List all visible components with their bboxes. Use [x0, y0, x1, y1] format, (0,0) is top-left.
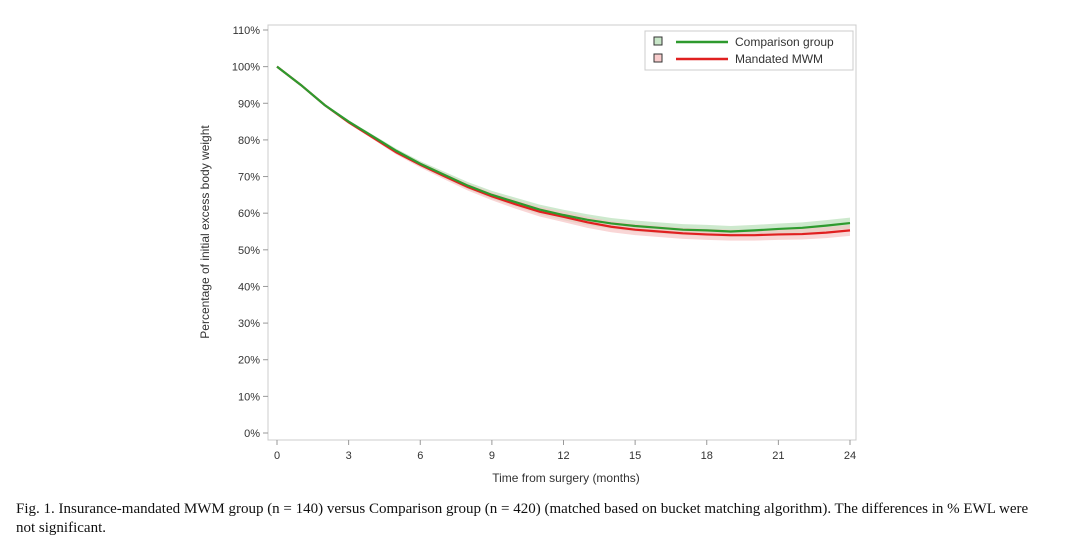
- x-tick-label: 0: [274, 450, 280, 462]
- y-tick-label: 100%: [232, 62, 260, 74]
- legend-swatch-mandated: [653, 53, 663, 63]
- y-tick-label: 90%: [238, 98, 260, 110]
- x-tick-label: 24: [844, 450, 856, 462]
- x-tick-label: 3: [346, 450, 352, 462]
- y-tick-label: 40%: [238, 281, 260, 293]
- x-tick-label: 21: [772, 450, 784, 462]
- y-tick-label: 110%: [233, 25, 261, 37]
- figure-caption: Fig. 1. Insurance-mandated MWM group (n …: [16, 501, 1029, 536]
- x-tick-label: 15: [629, 450, 641, 462]
- x-tick-label: 18: [701, 450, 713, 462]
- y-tick-label: 80%: [238, 135, 260, 147]
- legend-label-mandated: Mandated MWM: [735, 52, 823, 66]
- y-axis-label: Percentage of initial excess body weight: [198, 125, 212, 339]
- legend-label-comparison: Comparison group: [735, 35, 834, 49]
- y-tick-label: 30%: [238, 318, 260, 330]
- x-tick-label: 12: [557, 450, 569, 462]
- legend-swatch-comparison: [653, 36, 663, 46]
- y-tick-label: 50%: [238, 245, 260, 257]
- x-axis-label: Time from surgery (months): [492, 471, 640, 485]
- x-tick-label: 9: [489, 450, 495, 462]
- y-tick-label: 0%: [244, 428, 260, 440]
- legend: Comparison group Mandated MWM: [644, 30, 854, 71]
- y-tick-label: 70%: [238, 172, 260, 184]
- line-chart: 0% 10% 20% 30% 40% 50% 60% 70% 80% 90% 100% 110% 0 3 6…: [198, 24, 857, 485]
- y-tick-label: 10%: [238, 391, 260, 403]
- y-tick-label: 20%: [238, 355, 260, 367]
- series-line-comparison: [276, 65, 851, 233]
- x-tick-label: 6: [417, 450, 423, 462]
- y-tick-label: 60%: [238, 208, 260, 220]
